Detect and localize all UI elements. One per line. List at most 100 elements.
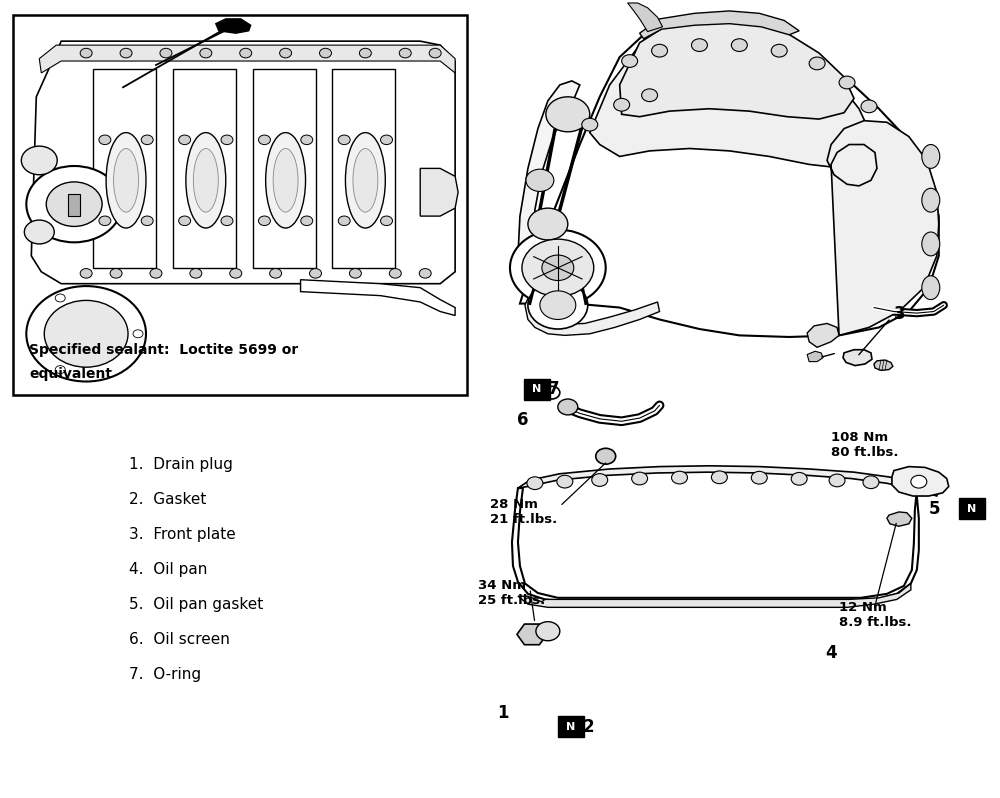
Ellipse shape xyxy=(345,132,385,228)
Polygon shape xyxy=(512,484,919,602)
Circle shape xyxy=(55,365,65,373)
Circle shape xyxy=(301,135,313,144)
Circle shape xyxy=(911,476,927,488)
Circle shape xyxy=(861,100,877,113)
Ellipse shape xyxy=(114,148,139,212)
Polygon shape xyxy=(887,512,912,526)
Circle shape xyxy=(110,269,122,279)
Bar xyxy=(332,69,395,268)
Text: 34 Nm
25 ft.lbs.: 34 Nm 25 ft.lbs. xyxy=(478,579,545,607)
Circle shape xyxy=(160,49,172,57)
Text: 1: 1 xyxy=(497,704,509,722)
Polygon shape xyxy=(518,583,911,607)
Polygon shape xyxy=(39,45,455,73)
Circle shape xyxy=(652,45,668,57)
Circle shape xyxy=(99,216,111,226)
Circle shape xyxy=(399,49,411,57)
Circle shape xyxy=(179,216,191,226)
Circle shape xyxy=(771,45,787,57)
Polygon shape xyxy=(843,350,872,365)
Ellipse shape xyxy=(922,276,940,299)
Text: 2: 2 xyxy=(583,717,594,736)
Ellipse shape xyxy=(106,132,146,228)
Text: Specified sealant:  Loctite 5699 or: Specified sealant: Loctite 5699 or xyxy=(29,342,299,357)
Circle shape xyxy=(731,39,747,52)
Circle shape xyxy=(536,622,560,641)
Ellipse shape xyxy=(922,232,940,256)
Circle shape xyxy=(429,49,441,57)
Polygon shape xyxy=(640,11,799,39)
Polygon shape xyxy=(31,41,455,284)
Circle shape xyxy=(863,476,879,488)
Polygon shape xyxy=(216,19,251,34)
Circle shape xyxy=(544,386,560,399)
Circle shape xyxy=(24,220,54,244)
Polygon shape xyxy=(827,120,939,335)
Circle shape xyxy=(46,182,102,227)
Circle shape xyxy=(791,472,807,485)
Circle shape xyxy=(614,98,630,111)
Text: 6: 6 xyxy=(517,412,528,429)
Polygon shape xyxy=(518,81,580,294)
Circle shape xyxy=(542,255,574,281)
Circle shape xyxy=(179,135,191,144)
Circle shape xyxy=(526,169,554,192)
Circle shape xyxy=(258,135,270,144)
Polygon shape xyxy=(874,360,893,370)
Circle shape xyxy=(240,49,252,57)
Polygon shape xyxy=(525,294,660,335)
Text: 4.  Oil pan: 4. Oil pan xyxy=(129,562,207,577)
Polygon shape xyxy=(892,467,949,496)
Circle shape xyxy=(26,286,146,381)
Circle shape xyxy=(592,474,608,486)
Circle shape xyxy=(55,294,65,302)
Circle shape xyxy=(546,97,590,132)
Text: N: N xyxy=(967,504,976,514)
Bar xyxy=(959,499,985,519)
Circle shape xyxy=(320,49,331,57)
Text: 108 Nm
80 ft.lbs.: 108 Nm 80 ft.lbs. xyxy=(831,431,899,459)
Text: equivalent: equivalent xyxy=(29,366,112,381)
Bar xyxy=(558,717,584,737)
Text: 3: 3 xyxy=(894,305,906,323)
Circle shape xyxy=(711,471,727,484)
Circle shape xyxy=(419,269,431,279)
Ellipse shape xyxy=(353,148,378,212)
Circle shape xyxy=(691,39,707,52)
Polygon shape xyxy=(807,351,823,361)
Polygon shape xyxy=(807,323,839,347)
Circle shape xyxy=(141,135,153,144)
Polygon shape xyxy=(301,280,455,315)
Text: 12 Nm
8.9 ft.lbs.: 12 Nm 8.9 ft.lbs. xyxy=(839,602,912,630)
Circle shape xyxy=(528,282,588,329)
Ellipse shape xyxy=(186,132,226,228)
Circle shape xyxy=(596,448,616,464)
Circle shape xyxy=(839,76,855,89)
Text: 5.  Oil pan gasket: 5. Oil pan gasket xyxy=(129,597,263,612)
Circle shape xyxy=(381,135,393,144)
Circle shape xyxy=(120,49,132,57)
Circle shape xyxy=(301,216,313,226)
Ellipse shape xyxy=(922,144,940,168)
Polygon shape xyxy=(620,18,854,119)
Circle shape xyxy=(582,118,598,131)
Circle shape xyxy=(528,208,568,240)
Text: 3.  Front plate: 3. Front plate xyxy=(129,527,236,542)
Circle shape xyxy=(26,166,122,243)
Bar xyxy=(524,379,550,400)
Circle shape xyxy=(141,216,153,226)
Circle shape xyxy=(510,230,606,306)
Circle shape xyxy=(230,269,242,279)
Circle shape xyxy=(270,269,282,279)
Circle shape xyxy=(310,269,321,279)
Text: 6.  Oil screen: 6. Oil screen xyxy=(129,632,230,646)
Circle shape xyxy=(21,146,57,175)
Circle shape xyxy=(258,216,270,226)
Circle shape xyxy=(622,55,638,67)
Circle shape xyxy=(672,471,687,484)
Circle shape xyxy=(44,300,128,367)
Circle shape xyxy=(751,472,767,484)
Circle shape xyxy=(280,49,292,57)
Polygon shape xyxy=(420,168,458,216)
Circle shape xyxy=(338,135,350,144)
